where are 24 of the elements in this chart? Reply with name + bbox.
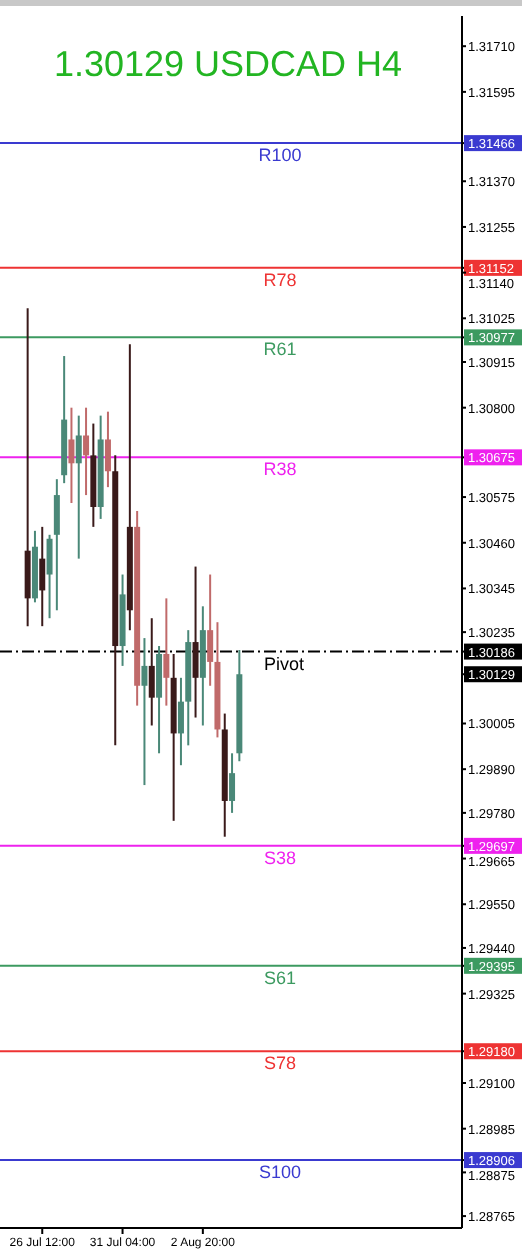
candlestick (68, 406, 75, 505)
ref-line-label: S100 (258, 1162, 302, 1183)
candlestick (83, 406, 90, 497)
ref-line-label: S38 (263, 847, 297, 868)
ref-line-label: S61 (263, 967, 297, 988)
candlestick (192, 565, 199, 719)
ref-line-label: R78 (263, 269, 297, 290)
candlestick (229, 752, 236, 814)
candlestick (163, 597, 170, 707)
candlestick (104, 410, 111, 489)
ref-line-label: Pivot (264, 653, 306, 674)
candlestick (148, 617, 155, 727)
candlestick (53, 478, 60, 612)
ref-line-label: R100 (258, 145, 302, 166)
text: 1.30129 USDCAD H4 (53, 44, 403, 84)
ref-line-label: S78 (263, 1053, 297, 1074)
candlestick (156, 645, 163, 755)
candlestick (39, 525, 46, 628)
candlestick (24, 307, 31, 628)
candlestick (141, 637, 148, 787)
candlestick (199, 605, 206, 727)
ref-line-label: R38 (263, 459, 297, 480)
ref-line-label: R61 (263, 339, 297, 360)
candlestick (75, 414, 82, 560)
